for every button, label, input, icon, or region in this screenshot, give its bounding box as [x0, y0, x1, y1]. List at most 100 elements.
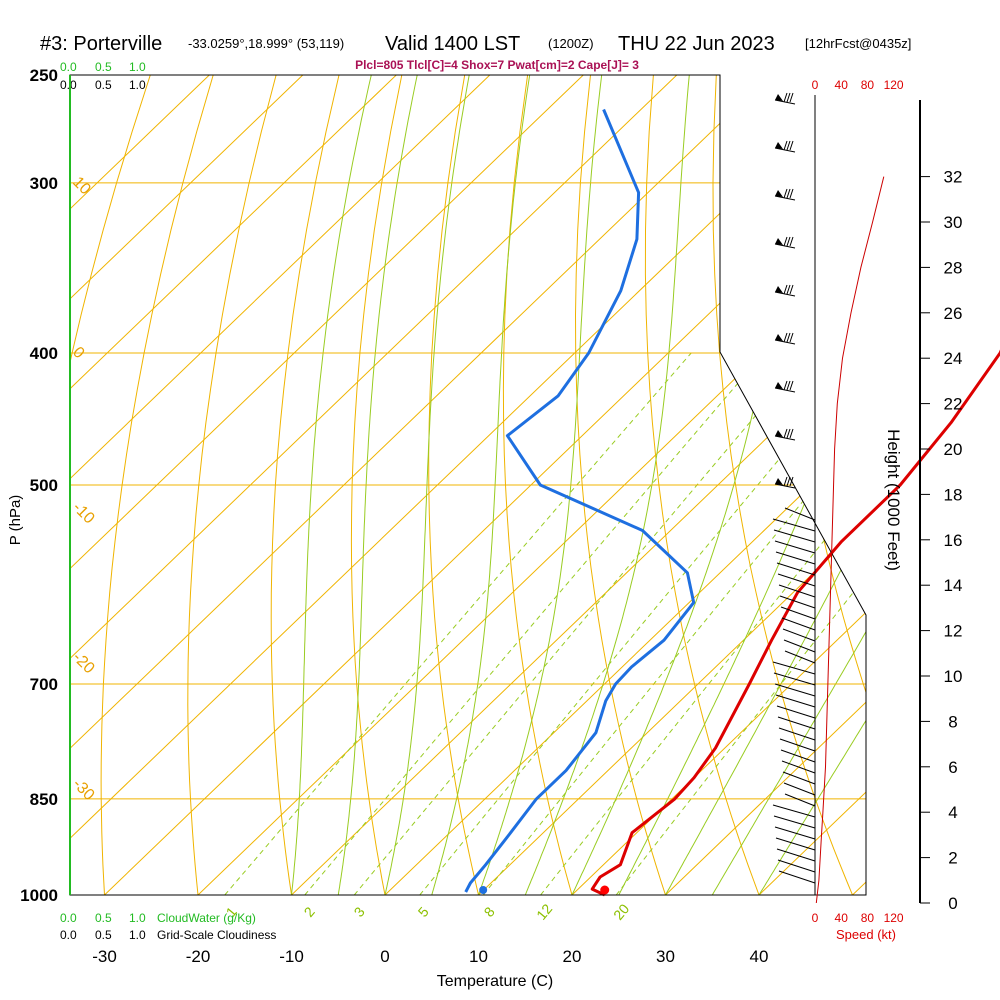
cloud-scale-top-2: 1.0 — [129, 60, 146, 74]
moist-adiabat-line — [524, 75, 690, 895]
wind-barb-low — [774, 683, 816, 697]
isotherm-line — [478, 75, 866, 895]
temperature-tick-label: 20 — [563, 947, 582, 966]
dewpoint-line — [464, 108, 696, 893]
wind-barb-low — [774, 826, 816, 840]
temperature-tick-label: 0 — [380, 947, 389, 966]
wind-barb-pennant — [775, 286, 783, 293]
wind-barb-pennant — [775, 430, 783, 437]
x-axis-title: Temperature (C) — [437, 973, 553, 990]
surface-dewpoint-marker — [479, 886, 488, 894]
pressure-tick-label: 700 — [30, 675, 58, 694]
profile-lines — [464, 108, 1000, 897]
wind-barb-low — [775, 551, 816, 565]
cloud-scale-top2-0: 0.0 — [60, 78, 77, 92]
left-isotherm-label: -10 — [69, 499, 97, 527]
speed-axis-title: Speed (kt) — [836, 927, 896, 942]
height-tick-label: 2 — [948, 849, 957, 868]
left-isotherm-label: 10 — [69, 174, 94, 199]
moist-adiabat-line — [618, 75, 866, 895]
wind-barb-feather — [786, 236, 791, 247]
wind-barb-feather — [786, 92, 791, 103]
isotherm-line — [852, 75, 866, 895]
wind-barb-feather — [786, 140, 791, 151]
temperature-tick-label: -10 — [279, 947, 304, 966]
moist-adiabat-line — [291, 75, 372, 895]
isotherm-line — [758, 75, 866, 895]
wind-barb-staff — [774, 243, 796, 249]
pressure-tick-label: 850 — [30, 790, 58, 809]
temperature-tick-label: 30 — [656, 947, 675, 966]
wind-barb-feather — [789, 332, 794, 343]
wind-barb-low — [784, 793, 816, 807]
wind-barb-feather — [783, 380, 788, 391]
dry-adiabat-line — [428, 75, 479, 895]
height-tick-label: 32 — [944, 168, 963, 187]
wind-barb-pennant — [775, 94, 783, 101]
moist-adiabat-line — [337, 75, 418, 895]
mixing-ratio-label: 2 — [301, 904, 318, 920]
valid-zulu: (1200Z) — [548, 36, 594, 51]
wind-barb-feather — [786, 380, 791, 391]
wind-panel: 0246810121416182022242628303200404080801… — [772, 78, 963, 925]
mixing-ratio-label: 12 — [533, 901, 555, 923]
wind-barb-pennant — [775, 190, 783, 197]
wind-barb-feather — [786, 476, 791, 487]
wind-barb-low — [780, 606, 816, 620]
dry-adiabat-line — [712, 75, 853, 895]
height-tick-label: 22 — [944, 395, 963, 414]
dry-adiabat-line — [574, 75, 666, 895]
height-axis-title: Height (1000 Feet) — [884, 429, 903, 571]
pressure-tick-label: 250 — [30, 66, 58, 85]
speed-tick-bottom: 40 — [835, 911, 849, 925]
wind-barb-feather — [786, 332, 791, 343]
wind-barb-low — [778, 584, 816, 598]
height-tick-label: 28 — [944, 258, 963, 277]
wind-barb-feather — [789, 476, 794, 487]
wind-barb-feather — [789, 92, 794, 103]
wind-barb-feather — [783, 140, 788, 151]
wind-barb-staff — [774, 291, 796, 297]
cloud-scale-top2-1: 0.5 — [95, 78, 112, 92]
height-tick-label: 12 — [944, 622, 963, 641]
moist-adiabat-line — [478, 75, 603, 895]
wind-barb-low — [775, 694, 816, 708]
wind-barb-low — [780, 749, 816, 763]
speed-tick-bottom: 120 — [884, 911, 904, 925]
wind-barb-feather — [786, 284, 791, 295]
wind-barb-feather — [789, 188, 794, 199]
wind-barb-staff — [774, 147, 796, 153]
pressure-tick-label: 500 — [30, 476, 58, 495]
valid-date: THU 22 Jun 2023 — [618, 33, 775, 55]
pressure-tick-label: 300 — [30, 174, 58, 193]
wind-barb-feather — [789, 236, 794, 247]
stability-indices: Plcl=805 Tlcl[C]=4 Shox=7 Pwat[cm]=2 Cap… — [355, 58, 639, 72]
left-isotherm-label: -20 — [69, 649, 97, 677]
cloud-scale-top-0: 0.0 — [60, 60, 77, 74]
wind-barb-feather — [786, 188, 791, 199]
wind-barb-low — [781, 760, 816, 774]
y-axis-title: P (hPa) — [7, 495, 24, 546]
speed-tick-bottom: 80 — [861, 911, 875, 925]
wind-barb-low — [773, 672, 816, 686]
cloud-scale-bot-0: 0.0 — [60, 911, 77, 925]
mixing-ratio-label: 20 — [610, 901, 632, 923]
height-tick-label: 16 — [944, 531, 963, 550]
cloud-scale-top-1: 0.5 — [95, 60, 112, 74]
height-tick-label: 6 — [948, 758, 957, 777]
wind-barb-low — [776, 848, 816, 862]
speed-tick-bottom: 0 — [812, 911, 819, 925]
background-lines — [70, 75, 866, 895]
dry-adiabat-line — [502, 75, 573, 895]
wind-speed-line — [815, 176, 885, 904]
isotherm-line — [70, 75, 491, 895]
mixing-ratio-line — [353, 352, 810, 895]
cloud-scale-top2-2: 1.0 — [129, 78, 146, 92]
moist-adiabat-line — [431, 75, 531, 895]
wind-barb-low — [784, 507, 816, 521]
pressure-tick-label: 400 — [30, 344, 58, 363]
wind-barb-feather — [789, 428, 794, 439]
mixing-ratio-line — [304, 352, 765, 895]
wind-barb-feather — [789, 140, 794, 151]
